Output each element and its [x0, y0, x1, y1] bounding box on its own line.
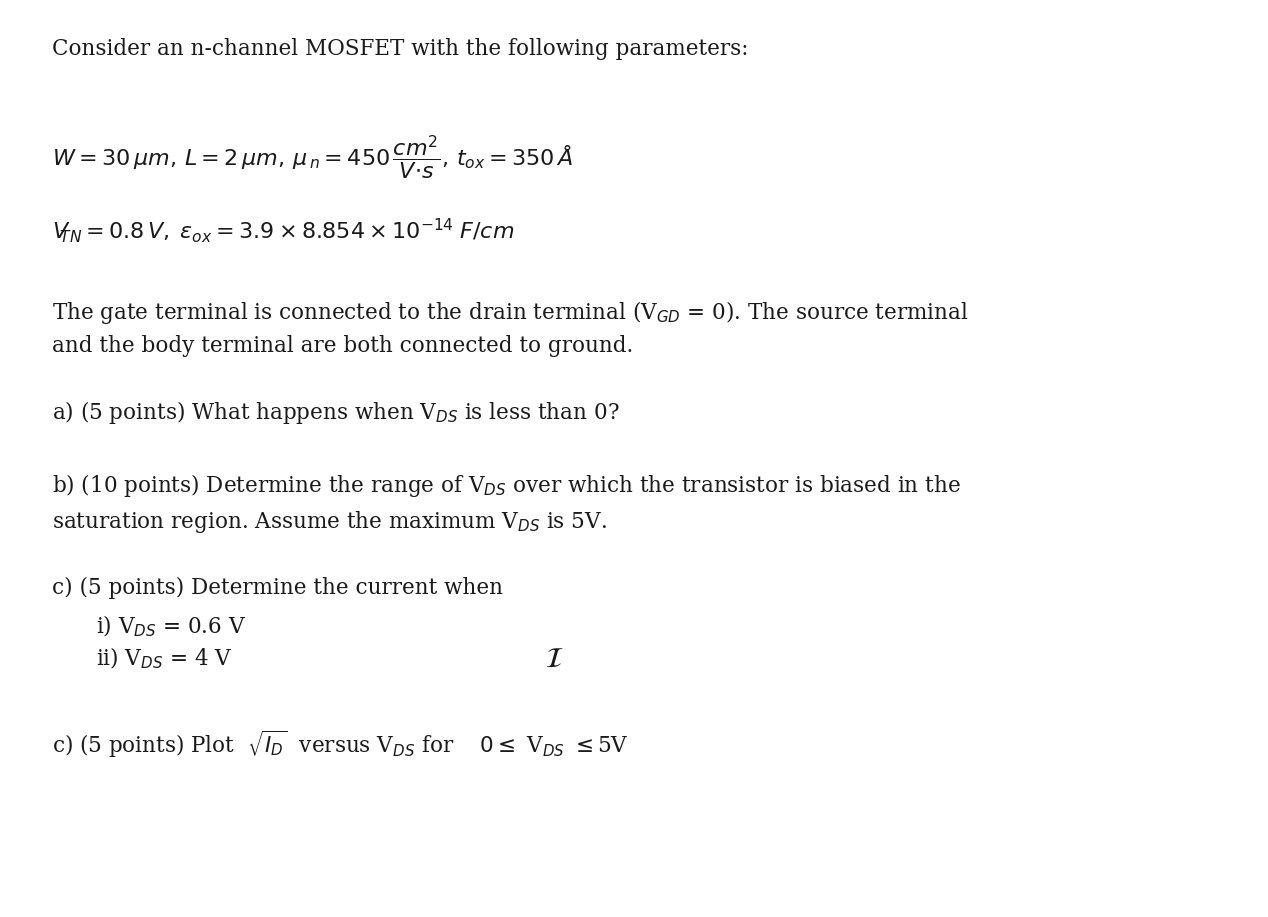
Text: b) (10 points) Determine the range of V$_{DS}$ over which the transistor is bias: b) (10 points) Determine the range of V$… [52, 472, 961, 499]
Text: $W = 30\,\mu m,\, L = 2\,\mu m,\, \mu_{\,n} = 450\,\dfrac{cm^{2}}{V{\cdot}s},\, : $W = 30\,\mu m,\, L = 2\,\mu m,\, \mu_{\… [52, 134, 573, 182]
Text: c) (5 points) Determine the current when: c) (5 points) Determine the current when [52, 578, 503, 600]
Text: ii) V$_{DS}$ = 4 V: ii) V$_{DS}$ = 4 V [96, 646, 233, 671]
Text: i) V$_{DS}$ = 0.6 V: i) V$_{DS}$ = 0.6 V [96, 613, 246, 639]
Text: The gate terminal is connected to the drain terminal (V$_{GD}$ = 0). The source : The gate terminal is connected to the dr… [52, 299, 969, 326]
Text: saturation region. Assume the maximum V$_{DS}$ is 5V.: saturation region. Assume the maximum V$… [52, 509, 607, 535]
Text: and the body terminal are both connected to ground.: and the body terminal are both connected… [52, 335, 633, 357]
Text: c) (5 points) Plot  $\sqrt{I_D}$  versus V$_{DS}$ for    $0 \leq$ V$_{DS}$ $\leq: c) (5 points) Plot $\sqrt{I_D}$ versus V… [52, 728, 629, 760]
Text: Consider an n-channel MOSFET with the following parameters:: Consider an n-channel MOSFET with the fo… [52, 38, 748, 60]
Text: $V_{\!\!\!TN} = 0.8\,V,\;\varepsilon_{ox} = 3.9 \times 8.854 \times 10^{-14}\;F/: $V_{\!\!\!TN} = 0.8\,V,\;\varepsilon_{ox… [52, 216, 515, 245]
Text: a) (5 points) What happens when V$_{DS}$ is less than 0?: a) (5 points) What happens when V$_{DS}$… [52, 399, 620, 426]
Text: $\mathcal{I}$: $\mathcal{I}$ [545, 646, 564, 673]
